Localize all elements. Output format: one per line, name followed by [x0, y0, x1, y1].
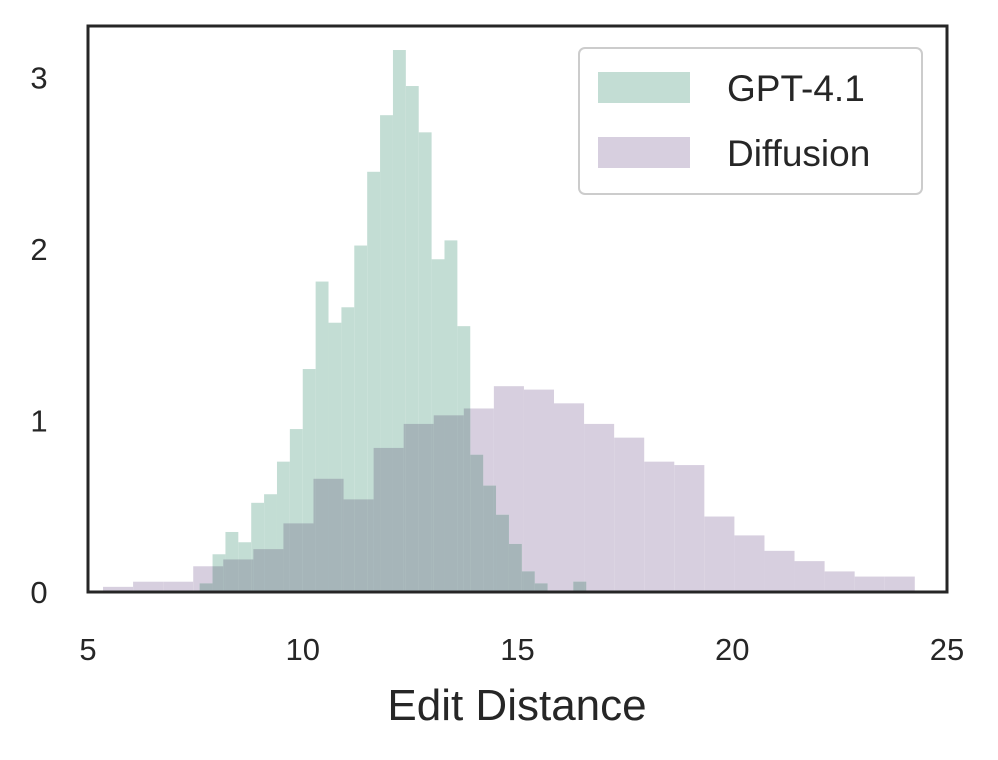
overlap-bar — [418, 423, 432, 592]
diffusion-bar — [764, 550, 795, 592]
overlap-bar — [523, 571, 535, 592]
diffusion-bar — [614, 437, 645, 592]
x-tick-label: 20 — [715, 632, 749, 667]
overlap-bar — [276, 549, 284, 592]
diffusion-bar — [704, 516, 735, 592]
diffusion-bar — [103, 586, 134, 592]
overlap-bar — [405, 423, 419, 592]
x-tick-label: 15 — [500, 632, 534, 667]
x-axis-label: Edit Distance — [387, 681, 646, 730]
diffusion-bar — [584, 423, 615, 592]
diffusion-bar — [554, 403, 585, 592]
overlap-bar — [493, 485, 497, 592]
overlap-bar — [283, 523, 290, 592]
diffusion-bar — [824, 571, 855, 592]
legend-swatch-diffusion — [598, 137, 690, 168]
overlap-bar — [328, 478, 342, 592]
y-tick-label: 2 — [30, 232, 47, 267]
overlap-bar — [251, 559, 254, 592]
overlap-bar — [463, 408, 471, 592]
legend-label-diffusion: Diffusion — [727, 133, 870, 174]
overlap-bar — [508, 543, 522, 592]
diffusion-bar — [734, 535, 765, 592]
overlap-bar — [431, 423, 434, 592]
legend: GPT-4.1 Diffusion — [578, 47, 923, 195]
overlap-bar — [403, 423, 406, 592]
y-tick-label: 1 — [30, 403, 47, 438]
overlap-bar — [313, 478, 316, 592]
overlap-bar — [212, 566, 224, 592]
overlap-bar — [496, 514, 509, 592]
overlap-bar — [302, 523, 314, 592]
overlap-bar — [199, 583, 213, 592]
overlap-bar — [225, 559, 239, 592]
overlap-bars — [199, 408, 587, 592]
diffusion-bar — [523, 389, 555, 592]
overlap-bar — [584, 581, 587, 592]
x-tick-label: 5 — [79, 632, 96, 667]
overlap-bar — [343, 499, 355, 592]
x-tick-label: 25 — [930, 632, 964, 667]
diffusion-bar — [644, 461, 675, 592]
overlap-bar — [223, 559, 226, 592]
overlap-bar — [253, 549, 265, 592]
overlap-bar — [315, 478, 329, 592]
overlap-bar — [470, 454, 484, 592]
overlap-bar — [264, 549, 277, 592]
overlap-bar — [341, 478, 344, 592]
overlap-bar — [444, 415, 458, 592]
overlap-bar — [367, 499, 374, 592]
x-axis-ticks: 5 10 15 20 25 — [79, 632, 964, 667]
overlap-bar — [373, 447, 381, 592]
legend-label-gpt: GPT-4.1 — [727, 68, 865, 109]
diffusion-bar — [854, 576, 885, 592]
overlap-bar — [380, 447, 393, 592]
y-tick-label: 3 — [30, 60, 47, 95]
y-axis-ticks: 0 1 2 3 — [30, 60, 47, 610]
overlap-bar — [573, 581, 585, 592]
diffusion-bar — [794, 561, 825, 592]
overlap-bar — [521, 571, 524, 592]
diffusion-bar — [163, 581, 194, 592]
overlap-bar — [354, 499, 368, 592]
diffusion-bar — [884, 576, 915, 592]
overlap-bar — [392, 447, 404, 592]
overlap-bar — [534, 583, 548, 592]
overlap-bar — [457, 415, 464, 592]
y-tick-label: 0 — [30, 575, 47, 610]
overlap-bar — [433, 415, 445, 592]
diffusion-bar — [674, 465, 705, 592]
overlap-bar — [238, 559, 252, 592]
legend-swatch-gpt — [598, 72, 690, 103]
x-tick-label: 10 — [286, 632, 320, 667]
overlap-bar — [483, 485, 494, 592]
overlap-bar — [289, 523, 303, 592]
plot-frame — [86, 24, 949, 594]
diffusion-bar — [133, 581, 164, 592]
